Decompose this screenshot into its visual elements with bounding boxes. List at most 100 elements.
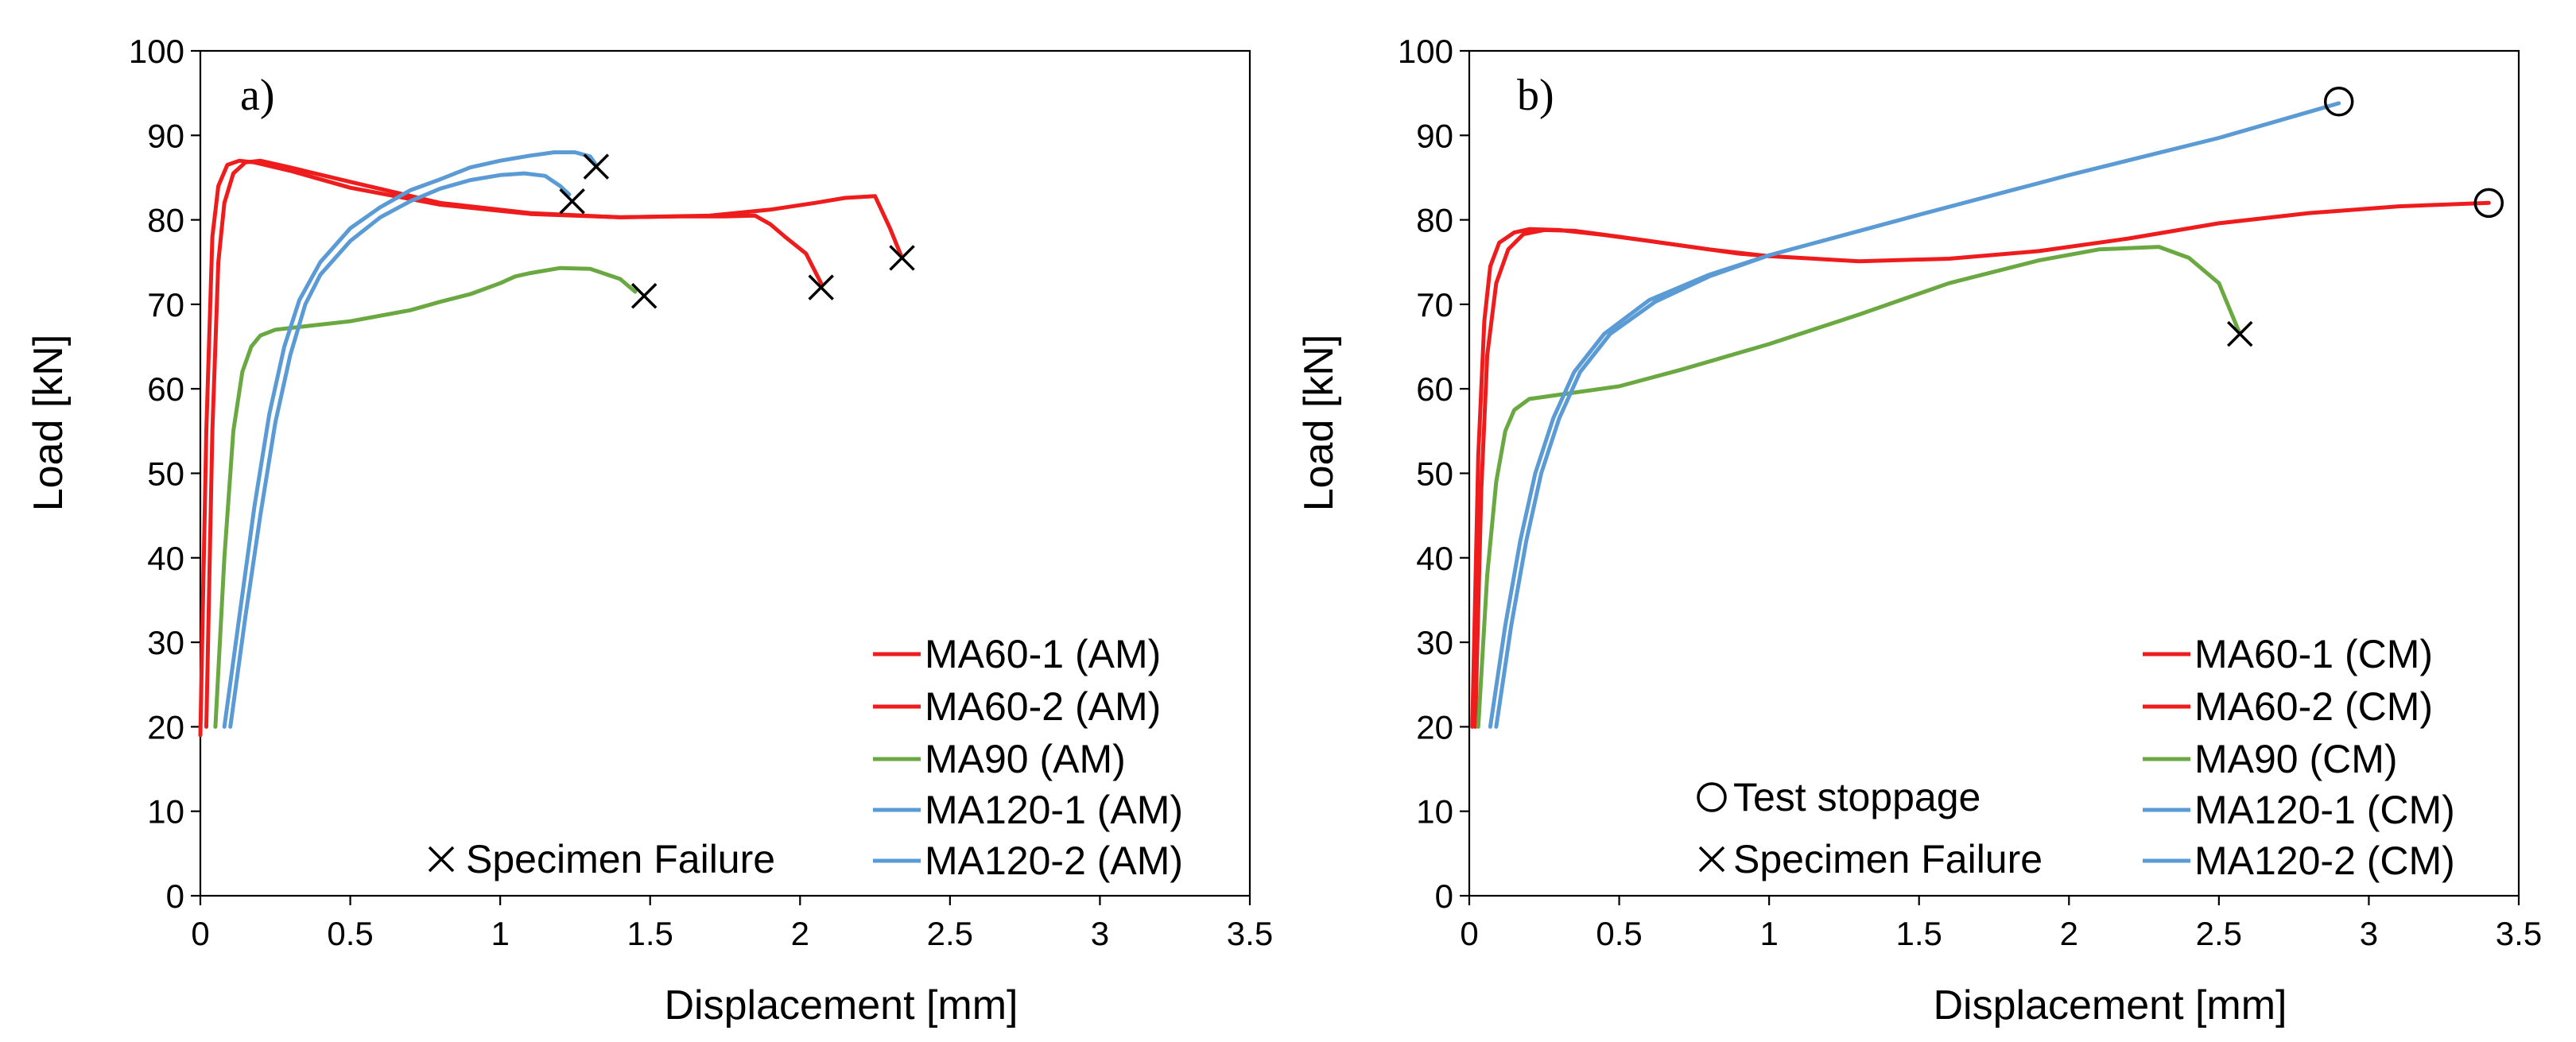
circle-icon <box>1697 782 1727 812</box>
legend-item: MA120-2 (CM) <box>2143 839 2455 883</box>
y-tick-label: 50 <box>1416 455 1453 493</box>
x-tick-label: 0 <box>191 915 209 952</box>
y-tick-label: 90 <box>1416 117 1453 154</box>
series-line-ma60-2-am <box>204 158 824 729</box>
legend-item: MA90 (AM) <box>873 737 1126 781</box>
x-tick-label: 3.5 <box>2496 915 2542 952</box>
legend-b: MA60-1 (CM) MA60-2 (CM) MA90 (CM) MA120-… <box>1697 632 2455 883</box>
x-axis-label-a: Displacement [mm] <box>665 982 1018 1028</box>
x-tick-label: 1.5 <box>1896 915 1942 952</box>
failure-marker <box>630 283 658 309</box>
y-tick-label: 70 <box>1416 286 1453 323</box>
failure-markers-a <box>559 153 915 309</box>
legend-label: MA60-2 (AM) <box>925 684 1161 729</box>
legend-a: MA60-1 (AM) MA60-2 (AM) MA90 (AM) MA120-… <box>428 632 1183 883</box>
y-tick-label: 0 <box>1435 877 1453 915</box>
x-tick-labels-b: 0 0.5 1 1.5 2 2.5 3 3.5 <box>1460 896 2542 952</box>
legend-item: MA120-1 (AM) <box>873 788 1183 832</box>
failure-marker <box>559 188 585 215</box>
y-axis-label-a: Load [kN] <box>25 335 72 512</box>
y-tick-label: 10 <box>1416 793 1453 831</box>
legend-label: MA120-1 (CM) <box>2194 788 2455 832</box>
y-tick-label: 40 <box>1416 540 1453 577</box>
x-tick-label: 1 <box>491 915 509 952</box>
legend-item: MA60-2 (CM) <box>2143 684 2433 729</box>
legend-label: MA60-1 (CM) <box>2194 632 2433 676</box>
y-tick-label: 40 <box>147 540 184 577</box>
failure-markers-b <box>2227 320 2253 347</box>
legend-item: MA120-2 (AM) <box>873 839 1183 883</box>
failure-marker <box>2227 320 2253 347</box>
legend-label: Specimen Failure <box>1733 837 2043 881</box>
legend-item: MA60-1 (AM) <box>873 632 1161 676</box>
y-tick-label: 100 <box>1398 33 1453 70</box>
legend-label: MA90 (AM) <box>925 737 1126 781</box>
x-tick-label: 1.5 <box>627 915 673 952</box>
x-tick-label: 1 <box>1759 915 1778 952</box>
y-tick-label: 10 <box>147 793 184 831</box>
series-lines-b <box>1470 101 2491 729</box>
stoppage-marker <box>2323 87 2354 117</box>
y-axis-label-b: Load [kN] <box>1296 335 1342 512</box>
legend-label: Test stoppage <box>1733 775 1980 819</box>
y-tick-label: 30 <box>1416 624 1453 661</box>
y-tick-label: 100 <box>129 33 184 70</box>
series-line-ma120-2-am <box>222 150 599 729</box>
failure-marker <box>583 153 610 180</box>
y-tick-label: 80 <box>147 202 184 239</box>
legend-label: MA60-2 (CM) <box>2194 684 2433 729</box>
legend-label: MA120-2 (CM) <box>2194 839 2455 883</box>
x-tick-label: 0 <box>1460 915 1478 952</box>
legend-item: MA120-1 (CM) <box>2143 788 2455 832</box>
x-tick-label: 2 <box>791 915 809 952</box>
series-line-ma120-2-cm <box>1494 253 1771 729</box>
series-line-ma90-am <box>213 265 638 729</box>
y-tick-label: 20 <box>147 708 184 746</box>
stoppage-markers-b <box>2323 87 2504 219</box>
x-tick-label: 2.5 <box>927 915 973 952</box>
y-tick-label: 30 <box>147 624 184 661</box>
y-tick-labels-b: 0 10 20 30 40 50 60 70 80 90 100 <box>1398 33 1469 915</box>
series-lines-a <box>198 150 904 738</box>
series-line-ma120-1-am <box>228 171 572 729</box>
y-tick-label: 50 <box>147 455 184 493</box>
legend-label: MA60-1 (AM) <box>925 632 1161 676</box>
panel-label-a: a) <box>240 71 275 120</box>
x-axis-label-b: Displacement [mm] <box>1934 982 2287 1028</box>
panel-label-b: b) <box>1517 71 1554 120</box>
y-tick-label: 80 <box>1416 202 1453 239</box>
failure-marker <box>889 245 915 271</box>
legend-label: MA120-2 (AM) <box>925 839 1183 883</box>
legend-label: Specimen Failure <box>466 837 775 881</box>
x-tick-label: 0.5 <box>327 915 373 952</box>
x-tick-labels-a: 0 0.5 1 1.5 2 2.5 3 3.5 <box>191 896 1273 952</box>
y-tick-label: 60 <box>147 370 184 408</box>
y-tick-label: 90 <box>147 117 184 154</box>
y-tick-labels-a: 0 10 20 30 40 50 60 70 80 90 100 <box>129 33 200 915</box>
stoppage-marker <box>2473 188 2504 219</box>
x-tick-label: 3.5 <box>1227 915 1273 952</box>
legend-label: MA120-1 (AM) <box>925 788 1183 832</box>
y-tick-label: 0 <box>166 877 184 915</box>
x-tick-label: 3 <box>1091 915 1109 952</box>
cross-icon <box>428 846 455 873</box>
x-tick-label: 3 <box>2360 915 2378 952</box>
legend-label: MA90 (CM) <box>2194 737 2398 781</box>
legend-item-failure: Specimen Failure <box>428 837 775 881</box>
x-tick-label: 2.5 <box>2196 915 2242 952</box>
legend-item: MA90 (CM) <box>2143 737 2398 781</box>
series-line-ma90-cm <box>1476 245 2242 729</box>
legend-item: MA60-2 (AM) <box>873 684 1161 729</box>
x-tick-label: 0.5 <box>1596 915 1642 952</box>
y-tick-label: 60 <box>1416 370 1453 408</box>
series-line-ma120-1-cm <box>1488 101 2341 729</box>
cross-icon <box>1698 846 1725 873</box>
legend-item-failure: Specimen Failure <box>1698 837 2043 881</box>
y-tick-label: 70 <box>147 286 184 323</box>
failure-marker <box>808 274 834 300</box>
y-tick-label: 20 <box>1416 708 1453 746</box>
x-tick-label: 2 <box>2060 915 2078 952</box>
